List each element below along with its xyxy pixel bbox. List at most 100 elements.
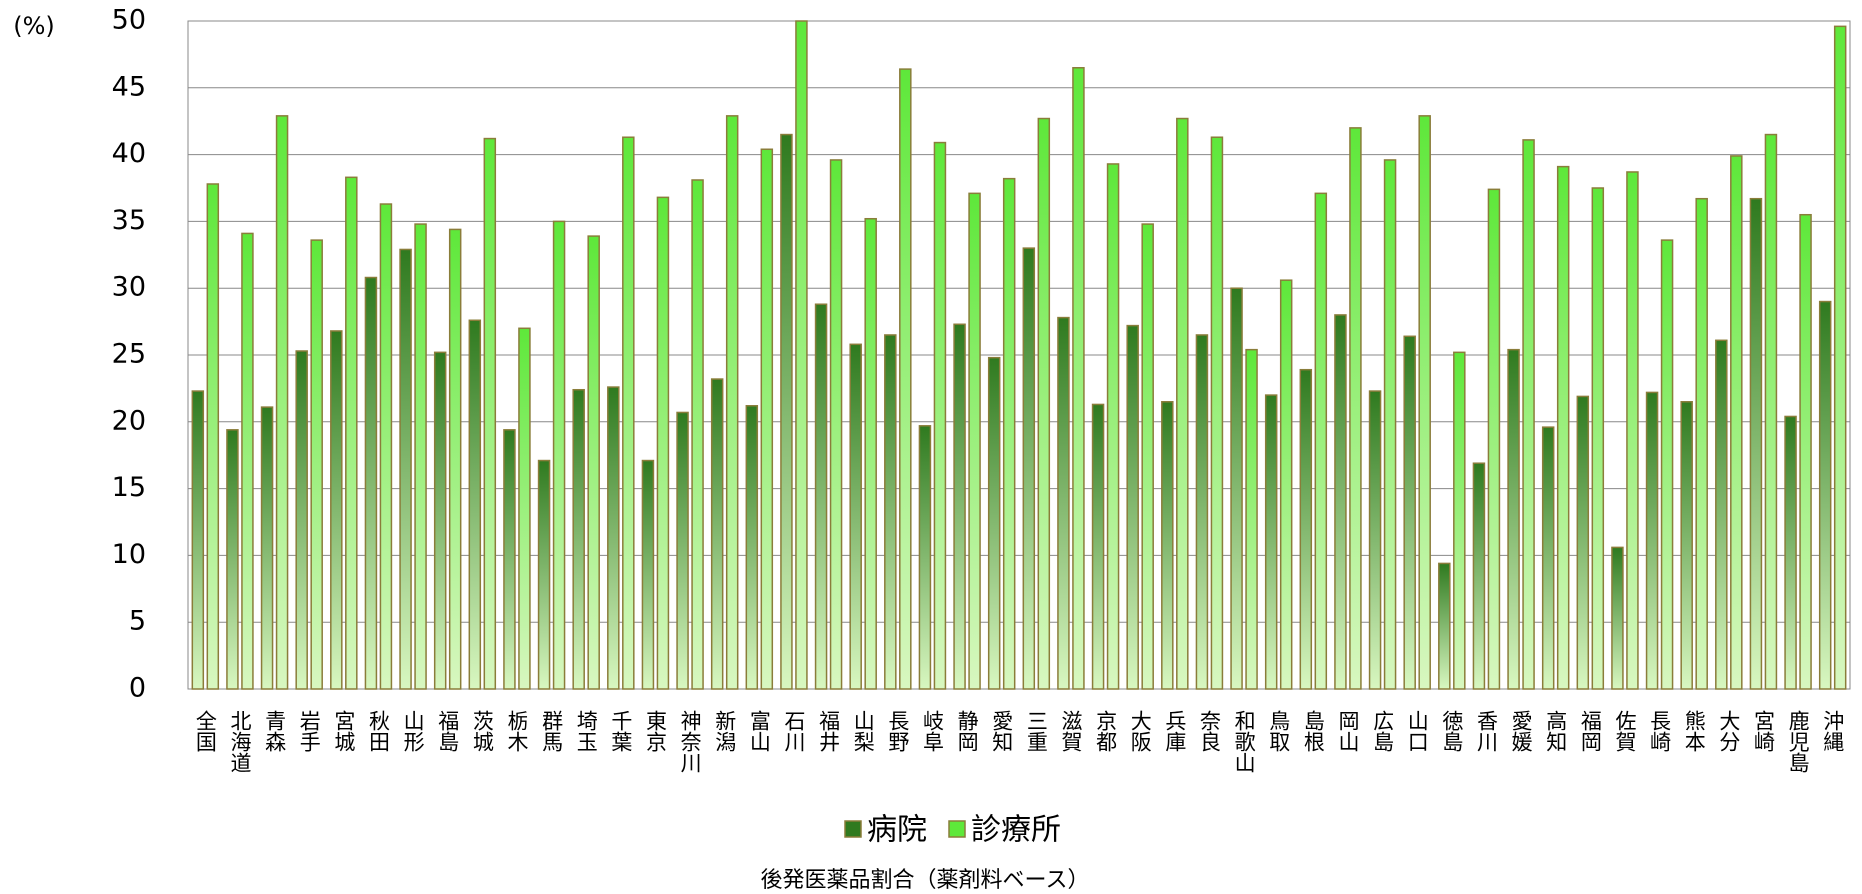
bar	[518, 327, 531, 690]
legend-label: 病院	[867, 813, 927, 848]
bar	[1245, 348, 1258, 690]
x-tick-label: 奈良	[1197, 710, 1221, 752]
bar	[1556, 165, 1570, 690]
x-tick-label: 和歌山	[1232, 710, 1256, 773]
x-tick-label: 富山	[747, 710, 771, 752]
bar	[1230, 287, 1243, 690]
bar	[260, 406, 274, 690]
x-tick-label: 三重	[1024, 710, 1048, 752]
bar	[829, 159, 843, 690]
x-tick-label: 山形	[401, 710, 425, 752]
bar	[1176, 117, 1189, 690]
bar	[725, 115, 739, 690]
x-tick-label: 長野	[886, 710, 910, 752]
bar	[572, 388, 585, 690]
bar	[1611, 546, 1624, 690]
bar	[1507, 348, 1520, 690]
bar	[1818, 300, 1832, 690]
bar	[933, 141, 947, 690]
bar	[1784, 415, 1797, 690]
bar	[780, 133, 793, 690]
bar	[206, 183, 220, 690]
y-tick-label: 5	[129, 606, 146, 637]
bar	[1403, 335, 1416, 690]
x-tick-label: 福井	[817, 710, 841, 752]
bar	[503, 429, 516, 690]
x-tick-label: 石川	[782, 710, 806, 752]
bar	[1368, 390, 1382, 690]
bar	[1764, 133, 1778, 690]
x-tick-label: 茨城	[470, 710, 494, 752]
y-tick-label: 20	[112, 405, 146, 436]
y-tick-label: 40	[112, 138, 146, 169]
x-tick-label: 宮城	[332, 710, 356, 752]
y-tick-label: 0	[129, 673, 146, 704]
bar	[364, 276, 378, 690]
bar	[275, 115, 289, 690]
bar	[1626, 171, 1639, 690]
x-tick-label: 徳島	[1440, 710, 1464, 752]
bar	[448, 228, 462, 690]
bar	[1057, 316, 1070, 690]
x-tick-label: 全国	[193, 710, 217, 752]
x-tick-label: 埼玉	[574, 710, 598, 752]
bar	[691, 179, 704, 690]
x-tick-label: 佐賀	[1613, 710, 1637, 752]
bar	[795, 20, 808, 690]
bar	[1453, 351, 1466, 690]
x-tick-label: 秋田	[366, 710, 390, 752]
x-tick-label: 広島	[1371, 710, 1395, 752]
bar	[1299, 368, 1313, 690]
bar	[1730, 155, 1743, 690]
x-tick-label: 千葉	[609, 710, 633, 752]
bar	[1522, 139, 1535, 690]
bar	[468, 319, 482, 690]
bar	[1195, 334, 1209, 690]
y-tick-label: 30	[112, 272, 146, 303]
x-tick-label: 高知	[1544, 710, 1568, 752]
bar	[1833, 25, 1847, 690]
x-tick-label: 北海道	[228, 710, 252, 773]
y-tick-label: 45	[112, 71, 146, 102]
bar	[241, 232, 254, 690]
bar	[1210, 136, 1224, 690]
bar	[1715, 339, 1728, 690]
x-tick-label: 大分	[1717, 710, 1741, 752]
bar	[814, 303, 828, 690]
x-tick-label: 青森	[263, 710, 287, 752]
y-axis-label: (%)	[13, 12, 55, 40]
x-tick-label: 熊本	[1682, 710, 1706, 752]
bar	[1264, 394, 1278, 690]
bar	[676, 411, 689, 690]
bar	[1383, 159, 1397, 690]
bar	[587, 235, 600, 690]
x-tick-label: 神奈川	[678, 710, 702, 773]
bar	[953, 323, 966, 690]
x-tick-label: 山梨	[851, 710, 875, 752]
x-tick-label: 宮崎	[1751, 710, 1775, 752]
x-tick-label: 愛知	[990, 710, 1014, 752]
x-tick-label: 大阪	[1128, 710, 1152, 752]
x-tick-label: 島根	[1301, 710, 1325, 752]
bar	[884, 334, 897, 690]
x-tick-label: 東京	[643, 710, 667, 752]
bar	[641, 459, 655, 690]
y-tick-label: 50	[112, 5, 146, 36]
x-tick-label: 岐阜	[920, 710, 944, 752]
x-tick-label: 滋賀	[1059, 710, 1083, 752]
bar	[345, 176, 358, 690]
x-tick-label: 岡山	[1336, 710, 1360, 752]
x-tick-label: 新潟	[713, 710, 737, 752]
bar	[379, 203, 393, 690]
bar	[414, 223, 427, 690]
x-tick-label: 香川	[1474, 710, 1498, 752]
x-tick-label: 兵庫	[1163, 710, 1187, 752]
bar	[1126, 324, 1139, 690]
x-tick-label: 沖縄	[1821, 710, 1845, 752]
y-tick-label: 15	[112, 472, 146, 503]
x-tick-label: 福島	[436, 710, 460, 752]
bar	[433, 351, 447, 690]
bar	[899, 68, 912, 690]
bar	[226, 429, 239, 690]
